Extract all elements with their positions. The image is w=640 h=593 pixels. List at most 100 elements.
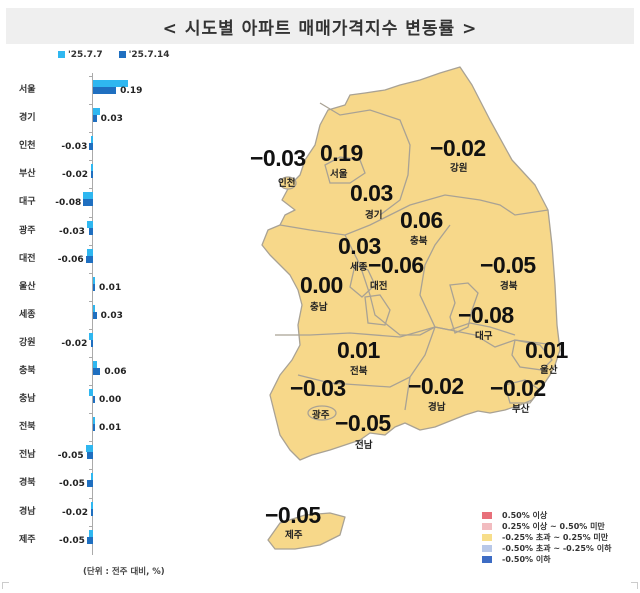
legend-item: 0.50% 이상 bbox=[482, 510, 611, 521]
region-value: 0.00 bbox=[300, 272, 343, 298]
region-name: 세종 bbox=[350, 262, 368, 273]
bar-this-week bbox=[93, 283, 95, 291]
region-value: −0.06 bbox=[368, 252, 424, 278]
region-value: −0.02 bbox=[430, 135, 486, 161]
frame-corner bbox=[631, 582, 638, 589]
region-value: 0.06 bbox=[400, 207, 443, 233]
region-value: 0.19 bbox=[320, 140, 363, 166]
bar-row: 부산 -0.02 bbox=[0, 160, 240, 190]
data-label: -0.03 bbox=[61, 142, 88, 153]
bar-row: 제주 -0.05 bbox=[0, 525, 240, 556]
region-name: 전남 bbox=[355, 440, 373, 451]
region-value: −0.05 bbox=[335, 410, 391, 436]
axis-tick bbox=[89, 216, 93, 218]
category-label: 대구 bbox=[19, 197, 36, 208]
bar-row: 울산 0.01 bbox=[0, 272, 240, 303]
axis-tick bbox=[89, 497, 93, 499]
axis-tick bbox=[89, 357, 93, 358]
bar-row: 전북 0.01 bbox=[0, 413, 240, 443]
region-value: −0.02 bbox=[408, 373, 464, 399]
region-name: 경북 bbox=[500, 281, 518, 292]
bar-prev-week bbox=[89, 529, 93, 537]
axis-tick bbox=[89, 104, 93, 106]
region-name: 충북 bbox=[410, 236, 428, 247]
axis-tick bbox=[89, 132, 93, 134]
data-label: -0.03 bbox=[58, 226, 85, 237]
region-value: 0.01 bbox=[337, 337, 380, 363]
bar-prev-week bbox=[83, 192, 93, 200]
bar-prev-week bbox=[93, 80, 129, 87]
bar-row: 경북 -0.05 bbox=[0, 469, 240, 499]
bar-chart: 서울 0.19 경기 0.03 인천 -0.03 부산 -0.02 대구 -0.08 광주 -0.03… bbox=[0, 0, 240, 593]
chart-title: < 시도별 아파트 매매가격지수 변동률 > bbox=[162, 18, 478, 39]
bar-row: 인천 -0.03 bbox=[0, 132, 240, 162]
data-label: 0.03 bbox=[100, 114, 123, 125]
legend-item: 0.25% 이상 ~ 0.50% 미만 bbox=[482, 521, 611, 532]
category-label: 충남 bbox=[19, 394, 36, 405]
legend-swatch-icon bbox=[58, 51, 65, 58]
legend-label: -0.25% 초과 ~ 0.25% 미만 bbox=[502, 533, 609, 542]
bar-row: 강원 -0.02 bbox=[0, 328, 240, 359]
legend-item: -0.50% 초과 ~ -0.25% 이하 bbox=[482, 543, 611, 554]
region-name: 충남 bbox=[310, 302, 328, 313]
bar-row: 세종 0.03 bbox=[0, 300, 240, 331]
category-label: 서울 bbox=[19, 85, 36, 95]
region-name: 대구 bbox=[475, 331, 493, 342]
bar-prev-week bbox=[86, 220, 93, 228]
region-name: 경남 bbox=[428, 402, 446, 413]
data-label: -0.08 bbox=[55, 198, 82, 209]
category-label: 제주 bbox=[19, 534, 36, 545]
bar-prev-week bbox=[93, 276, 95, 284]
legend-item: -0.25% 초과 ~ 0.25% 미만 bbox=[482, 532, 611, 543]
legend-swatch-icon bbox=[482, 512, 492, 519]
region-name: 부산 bbox=[512, 404, 530, 415]
bar-prev-week bbox=[93, 417, 95, 425]
data-label: -0.05 bbox=[58, 479, 85, 490]
region-name: 대전 bbox=[370, 281, 388, 292]
category-label: 강원 bbox=[19, 337, 36, 348]
bar-this-week bbox=[90, 508, 93, 516]
bar-prev-week bbox=[89, 389, 93, 397]
bar-this-week bbox=[90, 171, 93, 179]
bar-prev-week bbox=[93, 304, 95, 312]
legend-label: 0.25% 이상 ~ 0.50% 미만 bbox=[502, 522, 605, 531]
data-label: -0.02 bbox=[62, 170, 88, 181]
bar-this-week bbox=[86, 452, 93, 460]
legend-swatch-icon bbox=[482, 545, 492, 552]
bar-prev-week bbox=[93, 108, 101, 116]
axis-tick bbox=[89, 160, 93, 162]
legend-swatch-icon bbox=[482, 556, 492, 563]
bar-this-week bbox=[90, 339, 93, 347]
bar-row: 충남 0.00 bbox=[0, 385, 240, 415]
bar-row: 광주 -0.03 bbox=[0, 216, 240, 247]
category-label: 광주 bbox=[19, 225, 36, 236]
bar-row: 경기 0.03 bbox=[0, 104, 240, 134]
axis-tick bbox=[89, 244, 93, 246]
korea-map-shape bbox=[261, 66, 561, 550]
bar-this-week bbox=[93, 311, 97, 319]
bar-this-week bbox=[93, 368, 101, 375]
bar-row: 경남 -0.02 bbox=[0, 497, 240, 528]
category-label: 전남 bbox=[19, 450, 36, 461]
legend-swatch-icon bbox=[118, 51, 126, 58]
legend-item: -0.50% 이하 bbox=[482, 554, 611, 565]
bar-this-week bbox=[93, 396, 95, 404]
color-scale-legend: 0.50% 이상 0.25% 이상 ~ 0.50% 미만 -0.25% 초과 ~ 0… bbox=[482, 510, 611, 565]
bar-this-week bbox=[93, 115, 97, 123]
data-label: 0.00 bbox=[99, 395, 122, 406]
legend-swatch-icon bbox=[482, 523, 492, 530]
unit-note: (단위 : 전주 대비, %) bbox=[83, 567, 165, 577]
category-label: 인천 bbox=[19, 141, 36, 152]
bar-this-week bbox=[86, 480, 93, 488]
axis-tick bbox=[89, 413, 93, 415]
region-name: 경기 bbox=[365, 210, 383, 221]
region-value: −0.08 bbox=[458, 302, 514, 328]
bar-this-week bbox=[89, 143, 93, 151]
axis-tick bbox=[89, 469, 93, 471]
category-label: 울산 bbox=[19, 281, 36, 292]
bar-row: 서울 0.19 bbox=[0, 76, 240, 106]
bar-this-week bbox=[93, 87, 117, 94]
data-label: 0.01 bbox=[99, 282, 122, 293]
data-label: -0.02 bbox=[61, 338, 88, 349]
bar-this-week bbox=[86, 536, 93, 544]
